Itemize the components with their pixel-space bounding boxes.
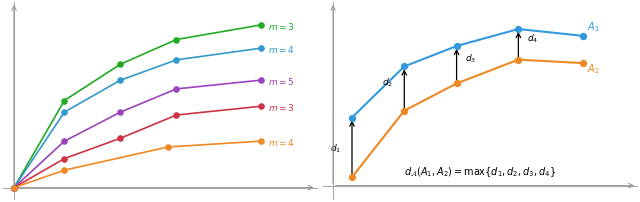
Point [60, 157, 70, 160]
Text: $d_4$: $d_4$ [527, 32, 538, 45]
Point [115, 63, 125, 66]
Point [9, 186, 19, 189]
Point [115, 111, 125, 114]
Text: $d_1$: $d_1$ [330, 141, 341, 154]
Point [115, 137, 125, 140]
Point [60, 111, 70, 114]
Point [60, 99, 70, 103]
Point [172, 59, 182, 62]
Point [451, 82, 461, 86]
Point [255, 105, 266, 108]
Point [255, 47, 266, 51]
Text: $m = 3$: $m = 3$ [268, 101, 294, 112]
Point [115, 79, 125, 82]
Point [399, 65, 410, 69]
Point [163, 146, 173, 149]
Text: $m = 3$: $m = 3$ [268, 20, 294, 31]
Point [172, 114, 182, 117]
Text: $d_2$: $d_2$ [382, 76, 393, 89]
Text: $d_3$: $d_3$ [465, 53, 476, 65]
Point [9, 186, 19, 189]
Point [9, 186, 19, 189]
Text: $m = 5$: $m = 5$ [268, 75, 294, 86]
Point [513, 59, 524, 62]
Point [9, 186, 19, 189]
Point [60, 169, 70, 172]
Point [9, 186, 19, 189]
Text: $A_1$: $A_1$ [588, 20, 600, 34]
Text: $A_2$: $A_2$ [588, 62, 600, 76]
Point [577, 35, 588, 38]
Point [513, 28, 524, 32]
Point [172, 88, 182, 91]
Point [347, 176, 357, 179]
Text: $m = 4$: $m = 4$ [268, 136, 294, 147]
Point [255, 140, 266, 143]
Point [347, 116, 357, 120]
Point [60, 140, 70, 143]
Point [172, 39, 182, 42]
Text: $d_{\mathcal{A}}(A_1, A_2) = \max\{d_1, d_2, d_3, d_4\}$: $d_{\mathcal{A}}(A_1, A_2) = \max\{d_1, … [404, 165, 557, 178]
Text: $m = 4$: $m = 4$ [268, 43, 294, 55]
Point [451, 45, 461, 48]
Point [399, 109, 410, 113]
Point [255, 24, 266, 27]
Point [577, 62, 588, 65]
Point [255, 79, 266, 82]
